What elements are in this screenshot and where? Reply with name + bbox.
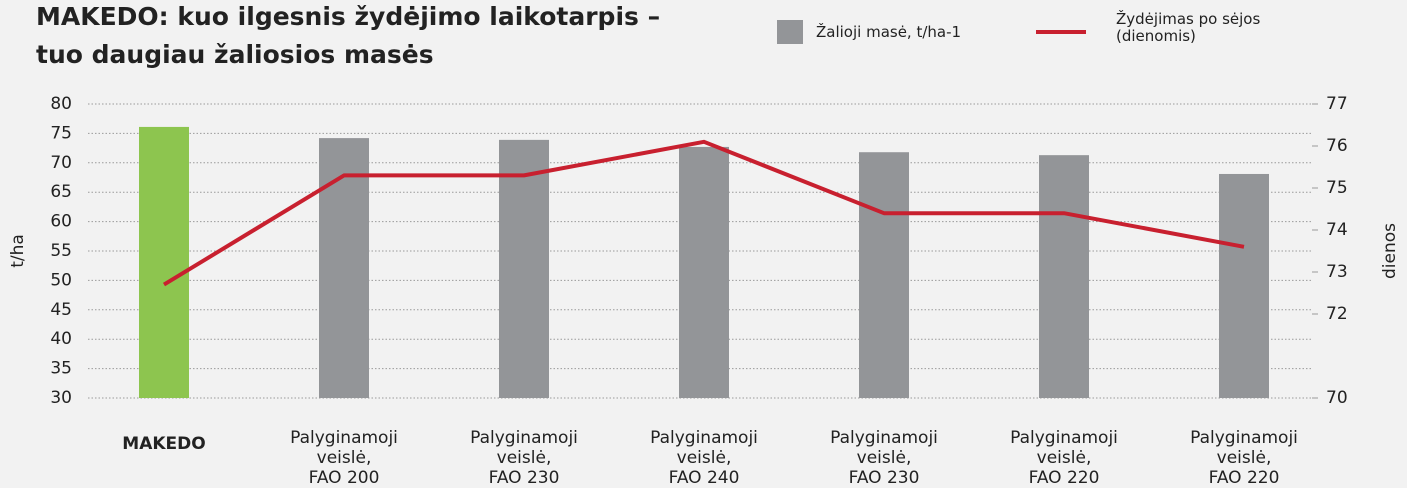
- legend-label: Žalioji masė, t/ha-1: [816, 23, 962, 41]
- x-tick-label: FAO 230: [849, 468, 920, 488]
- y-tick-label: 35: [50, 359, 72, 379]
- x-tick-label: FAO 240: [669, 468, 740, 488]
- x-tick-label: veislė,: [677, 448, 732, 468]
- bar: [139, 126, 189, 398]
- chart-title: tuo daugiau žaliosios masės: [36, 40, 434, 69]
- x-tick-label: Palyginamoji: [830, 428, 938, 448]
- y-tick-label: 50: [50, 270, 72, 290]
- bar: [319, 138, 369, 398]
- x-tick-label: Palyginamoji: [290, 428, 398, 448]
- line: [162, 139, 1245, 287]
- legend-swatch: [777, 20, 803, 44]
- x-tick-label: Palyginamoji: [1010, 428, 1118, 448]
- y2-tick-label: 74: [1326, 220, 1348, 240]
- y2-tick-label: 70: [1326, 388, 1348, 408]
- y-tick-label: 45: [50, 300, 72, 320]
- legend-label: Žydėjimas po sėjos (dienomis): [1116, 10, 1261, 45]
- bar: [1039, 155, 1089, 398]
- x-tick-label: veislė,: [317, 448, 372, 468]
- y-tick-label: 40: [50, 329, 72, 349]
- y-tick-label: 70: [50, 153, 72, 173]
- y2-tick-label: 73: [1326, 262, 1348, 282]
- y-tick-label: 60: [50, 212, 72, 232]
- y-tick-label: 30: [50, 388, 72, 408]
- y-tick-label: 75: [50, 123, 72, 143]
- x-tick-label: veislė,: [857, 448, 912, 468]
- y2-tick-label: 77: [1326, 94, 1348, 114]
- x-tick-label: veislė,: [1217, 448, 1272, 468]
- x-tick-label: FAO 230: [489, 468, 560, 488]
- x-tick-label: FAO 200: [309, 468, 380, 488]
- y2-tick-label: 72: [1326, 304, 1348, 324]
- x-tick-label: MAKEDO: [122, 434, 205, 454]
- y2-tick-label: 76: [1326, 136, 1348, 156]
- y2-axis-label: dienos: [1380, 223, 1400, 279]
- x-tick-label: FAO 220: [1209, 468, 1280, 488]
- x-tick-label: veislė,: [497, 448, 552, 468]
- y2-tick-label: 75: [1326, 178, 1348, 198]
- x-tick-label: Palyginamoji: [470, 428, 578, 448]
- y-tick-label: 55: [50, 241, 72, 261]
- bar: [679, 146, 729, 398]
- x-tick-label: Palyginamoji: [1190, 428, 1298, 448]
- x-tick-label: Palyginamoji: [650, 428, 758, 448]
- y-axis-label: t/ha: [8, 234, 28, 268]
- y-tick-label: 65: [50, 182, 72, 202]
- bar: [1219, 173, 1269, 398]
- chart-title: MAKEDO: kuo ilgesnis žydėjimo laikotarpi…: [36, 2, 660, 31]
- x-tick-label: FAO 220: [1029, 468, 1100, 488]
- y-tick-label: 80: [50, 94, 72, 114]
- bar: [859, 152, 909, 398]
- x-tick-label: veislė,: [1037, 448, 1092, 468]
- bar: [499, 139, 549, 399]
